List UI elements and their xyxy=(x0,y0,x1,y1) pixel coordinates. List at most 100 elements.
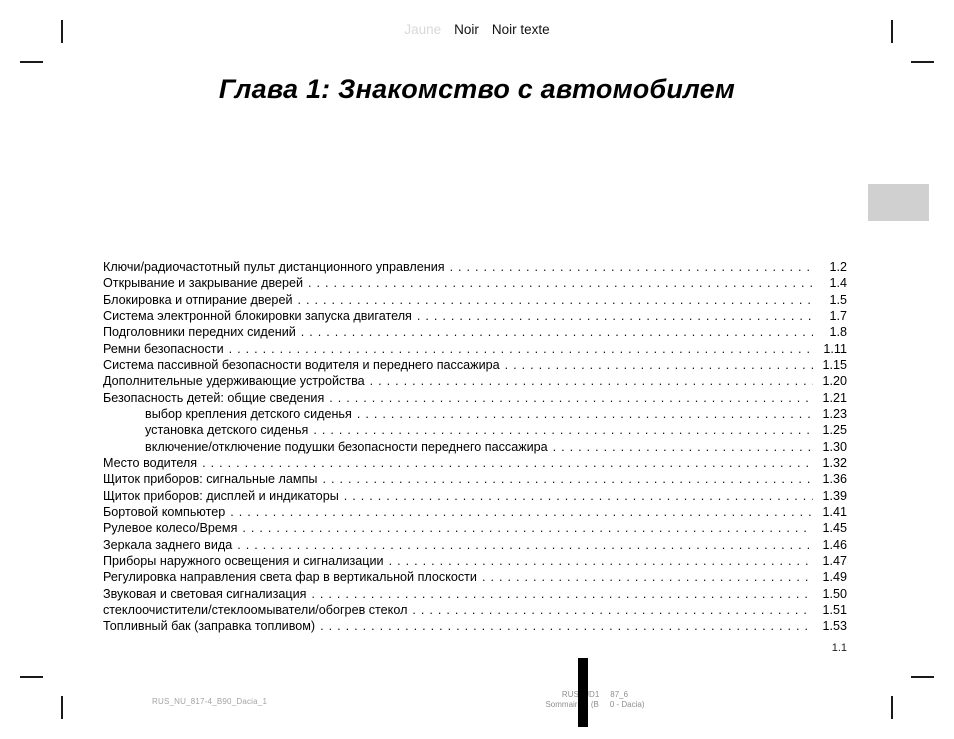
toc-entry: Звуковая и световая сигнализация........… xyxy=(103,586,847,602)
proof-label-noir: Noir xyxy=(454,22,479,37)
toc-entry: Подголовники передних сидений...........… xyxy=(103,324,847,340)
toc-dot-leader: ........................................… xyxy=(230,504,813,519)
registration-bar xyxy=(578,658,588,727)
toc-entry: Щиток приборов: дисплей и индикаторы....… xyxy=(103,488,847,504)
toc-entry: Приборы наружного освещения и сигнализац… xyxy=(103,553,847,569)
toc-dot-leader: ........................................… xyxy=(242,521,813,536)
toc-entry: Блокировка и отпирание дверей...........… xyxy=(103,292,847,308)
table-of-contents: Ключи/радиочастотный пульт дистанционног… xyxy=(103,259,847,635)
toc-entry-page: 1.41 xyxy=(822,504,847,519)
footer-line2-left: Sommaire 1 (B xyxy=(545,699,599,709)
crop-mark-bottom-right-horizontal xyxy=(911,676,934,678)
toc-entry-label: Топливный бак (заправка топливом) xyxy=(103,619,316,634)
proof-label-noir-texte: Noir texte xyxy=(491,22,550,37)
crop-mark-top-left-horizontal xyxy=(20,61,43,63)
toc-entry-label: Щиток приборов: дисплей и индикаторы xyxy=(103,488,339,503)
toc-entry: Ключи/радиочастотный пульт дистанционног… xyxy=(103,259,847,275)
toc-entry: Место водителя..........................… xyxy=(103,455,847,471)
print-footer-center: RUS_UD1 87_6 Sommaire 1 (B 0 - Dacia) xyxy=(520,690,670,709)
toc-dot-leader: ........................................… xyxy=(416,308,813,323)
toc-entry-label: Звуковая и световая сигнализация xyxy=(103,586,307,601)
section-tab xyxy=(868,184,929,221)
toc-entry-page: 1.46 xyxy=(822,537,847,552)
toc-entry-label: включение/отключение подушки безопасност… xyxy=(145,439,548,454)
toc-entry-label: Безопасность детей: общие сведения xyxy=(103,390,325,405)
toc-entry-label: Система электронной блокировки запуска д… xyxy=(103,308,412,323)
toc-entry-page: 1.21 xyxy=(822,390,847,405)
toc-entry: Ремни безопасности......................… xyxy=(103,341,847,357)
toc-entry-page: 1.20 xyxy=(822,374,847,389)
toc-dot-leader: ........................................… xyxy=(449,260,813,274)
toc-entry-page: 1.7 xyxy=(829,308,847,323)
toc-entry-page: 1.23 xyxy=(822,406,847,421)
toc-dot-leader: ........................................… xyxy=(329,390,813,405)
toc-dot-leader: ........................................… xyxy=(311,586,813,601)
toc-entry: стеклоочистители/стеклоомыватели/обогрев… xyxy=(103,602,847,618)
toc-entry: Дополнительные удерживающие устройства..… xyxy=(103,373,847,389)
toc-entry-page: 1.49 xyxy=(822,570,847,585)
toc-dot-leader: ........................................… xyxy=(237,537,813,552)
toc-entry-page: 1.25 xyxy=(822,423,847,438)
toc-entry-page: 1.11 xyxy=(823,341,847,356)
toc-entry-page: 1.47 xyxy=(822,553,847,568)
toc-entry-label: Блокировка и отпирание дверей xyxy=(103,292,293,307)
toc-dot-leader: ........................................… xyxy=(343,488,813,503)
toc-entry-label: установка детского сиденья xyxy=(145,423,309,438)
toc-entry-page: 1.2 xyxy=(829,260,847,274)
chapter-title: Глава 1: Знакомство с автомобилем xyxy=(218,74,736,104)
toc-entry-label: Рулевое колесо/Время xyxy=(103,521,238,536)
print-footer-left: RUS_NU_817-4_B90_Dacia_1 xyxy=(152,697,268,706)
toc-dot-leader: ........................................… xyxy=(504,357,813,372)
toc-entry: Регулировка направления света фар в верт… xyxy=(103,569,847,585)
toc-entry: выбор крепления детского сиденья........… xyxy=(103,406,847,422)
toc-dot-leader: ........................................… xyxy=(322,472,813,487)
toc-entry-label: Место водителя xyxy=(103,455,198,470)
crop-mark-bottom-right-vertical xyxy=(891,696,893,719)
toc-entry-label: Открывание и закрывание дверей xyxy=(103,276,304,291)
toc-entry-label: Подголовники передних сидений xyxy=(103,325,296,340)
toc-entry-page: 1.53 xyxy=(822,619,847,634)
toc-entry: Открывание и закрывание дверей..........… xyxy=(103,275,847,291)
toc-entry: Топливный бак (заправка топливом).......… xyxy=(103,618,847,634)
toc-entry-label: Ремни безопасности xyxy=(103,341,224,356)
crop-mark-bottom-left-vertical xyxy=(61,696,63,719)
toc-dot-leader: ........................................… xyxy=(481,570,813,585)
print-proof-strip: Jaune Noir Noir texte xyxy=(0,22,954,38)
toc-entry-page: 1.5 xyxy=(829,292,847,307)
toc-entry-page: 1.45 xyxy=(822,521,847,536)
toc-dot-leader: ........................................… xyxy=(356,406,813,421)
crop-mark-top-right-vertical xyxy=(891,20,893,43)
proof-label-jaune: Jaune xyxy=(404,22,442,37)
toc-entry-page: 1.4 xyxy=(829,276,847,291)
toc-dot-leader: ........................................… xyxy=(202,455,813,470)
toc-entry-label: Бортовой компьютер xyxy=(103,504,226,519)
toc-entry-label: Дополнительные удерживающие устройства xyxy=(103,374,365,389)
toc-dot-leader: ........................................… xyxy=(297,292,813,307)
toc-dot-leader: ........................................… xyxy=(369,374,813,389)
toc-entry-page: 1.32 xyxy=(822,455,847,470)
footer-line1-right: 87_6 xyxy=(610,690,629,699)
toc-dot-leader: ........................................… xyxy=(388,553,813,568)
toc-entry-page: 1.51 xyxy=(822,602,847,617)
toc-entry-page: 1.39 xyxy=(822,488,847,503)
crop-mark-bottom-left-horizontal xyxy=(20,676,43,678)
footer-line2-right: 0 - Dacia) xyxy=(609,699,645,709)
toc-dot-leader: ........................................… xyxy=(228,341,813,356)
toc-entry-page: 1.36 xyxy=(822,472,847,487)
toc-entry-page: 1.50 xyxy=(822,586,847,601)
print-footer-center-line1: RUS_UD1 87_6 xyxy=(520,690,670,700)
toc-dot-leader: ........................................… xyxy=(300,325,813,340)
toc-entry-label: Щиток приборов: сигнальные лампы xyxy=(103,472,318,487)
print-footer-center-line2: Sommaire 1 (B 0 - Dacia) xyxy=(520,700,670,710)
toc-entry-page: 1.8 xyxy=(829,325,847,340)
toc-entry-label: стеклоочистители/стеклоомыватели/обогрев… xyxy=(103,602,408,617)
toc-entry: Безопасность детей: общие сведения......… xyxy=(103,390,847,406)
toc-entry-label: Приборы наружного освещения и сигнализац… xyxy=(103,553,384,568)
crop-mark-top-right-horizontal xyxy=(911,61,934,63)
page-number: 1.1 xyxy=(831,642,847,654)
toc-entry-label: Регулировка направления света фар в верт… xyxy=(103,570,477,585)
toc-entry-page: 1.15 xyxy=(822,357,847,372)
toc-entry: установка детского сиденья..............… xyxy=(103,422,847,438)
toc-entry-label: выбор крепления детского сиденья xyxy=(145,406,352,421)
